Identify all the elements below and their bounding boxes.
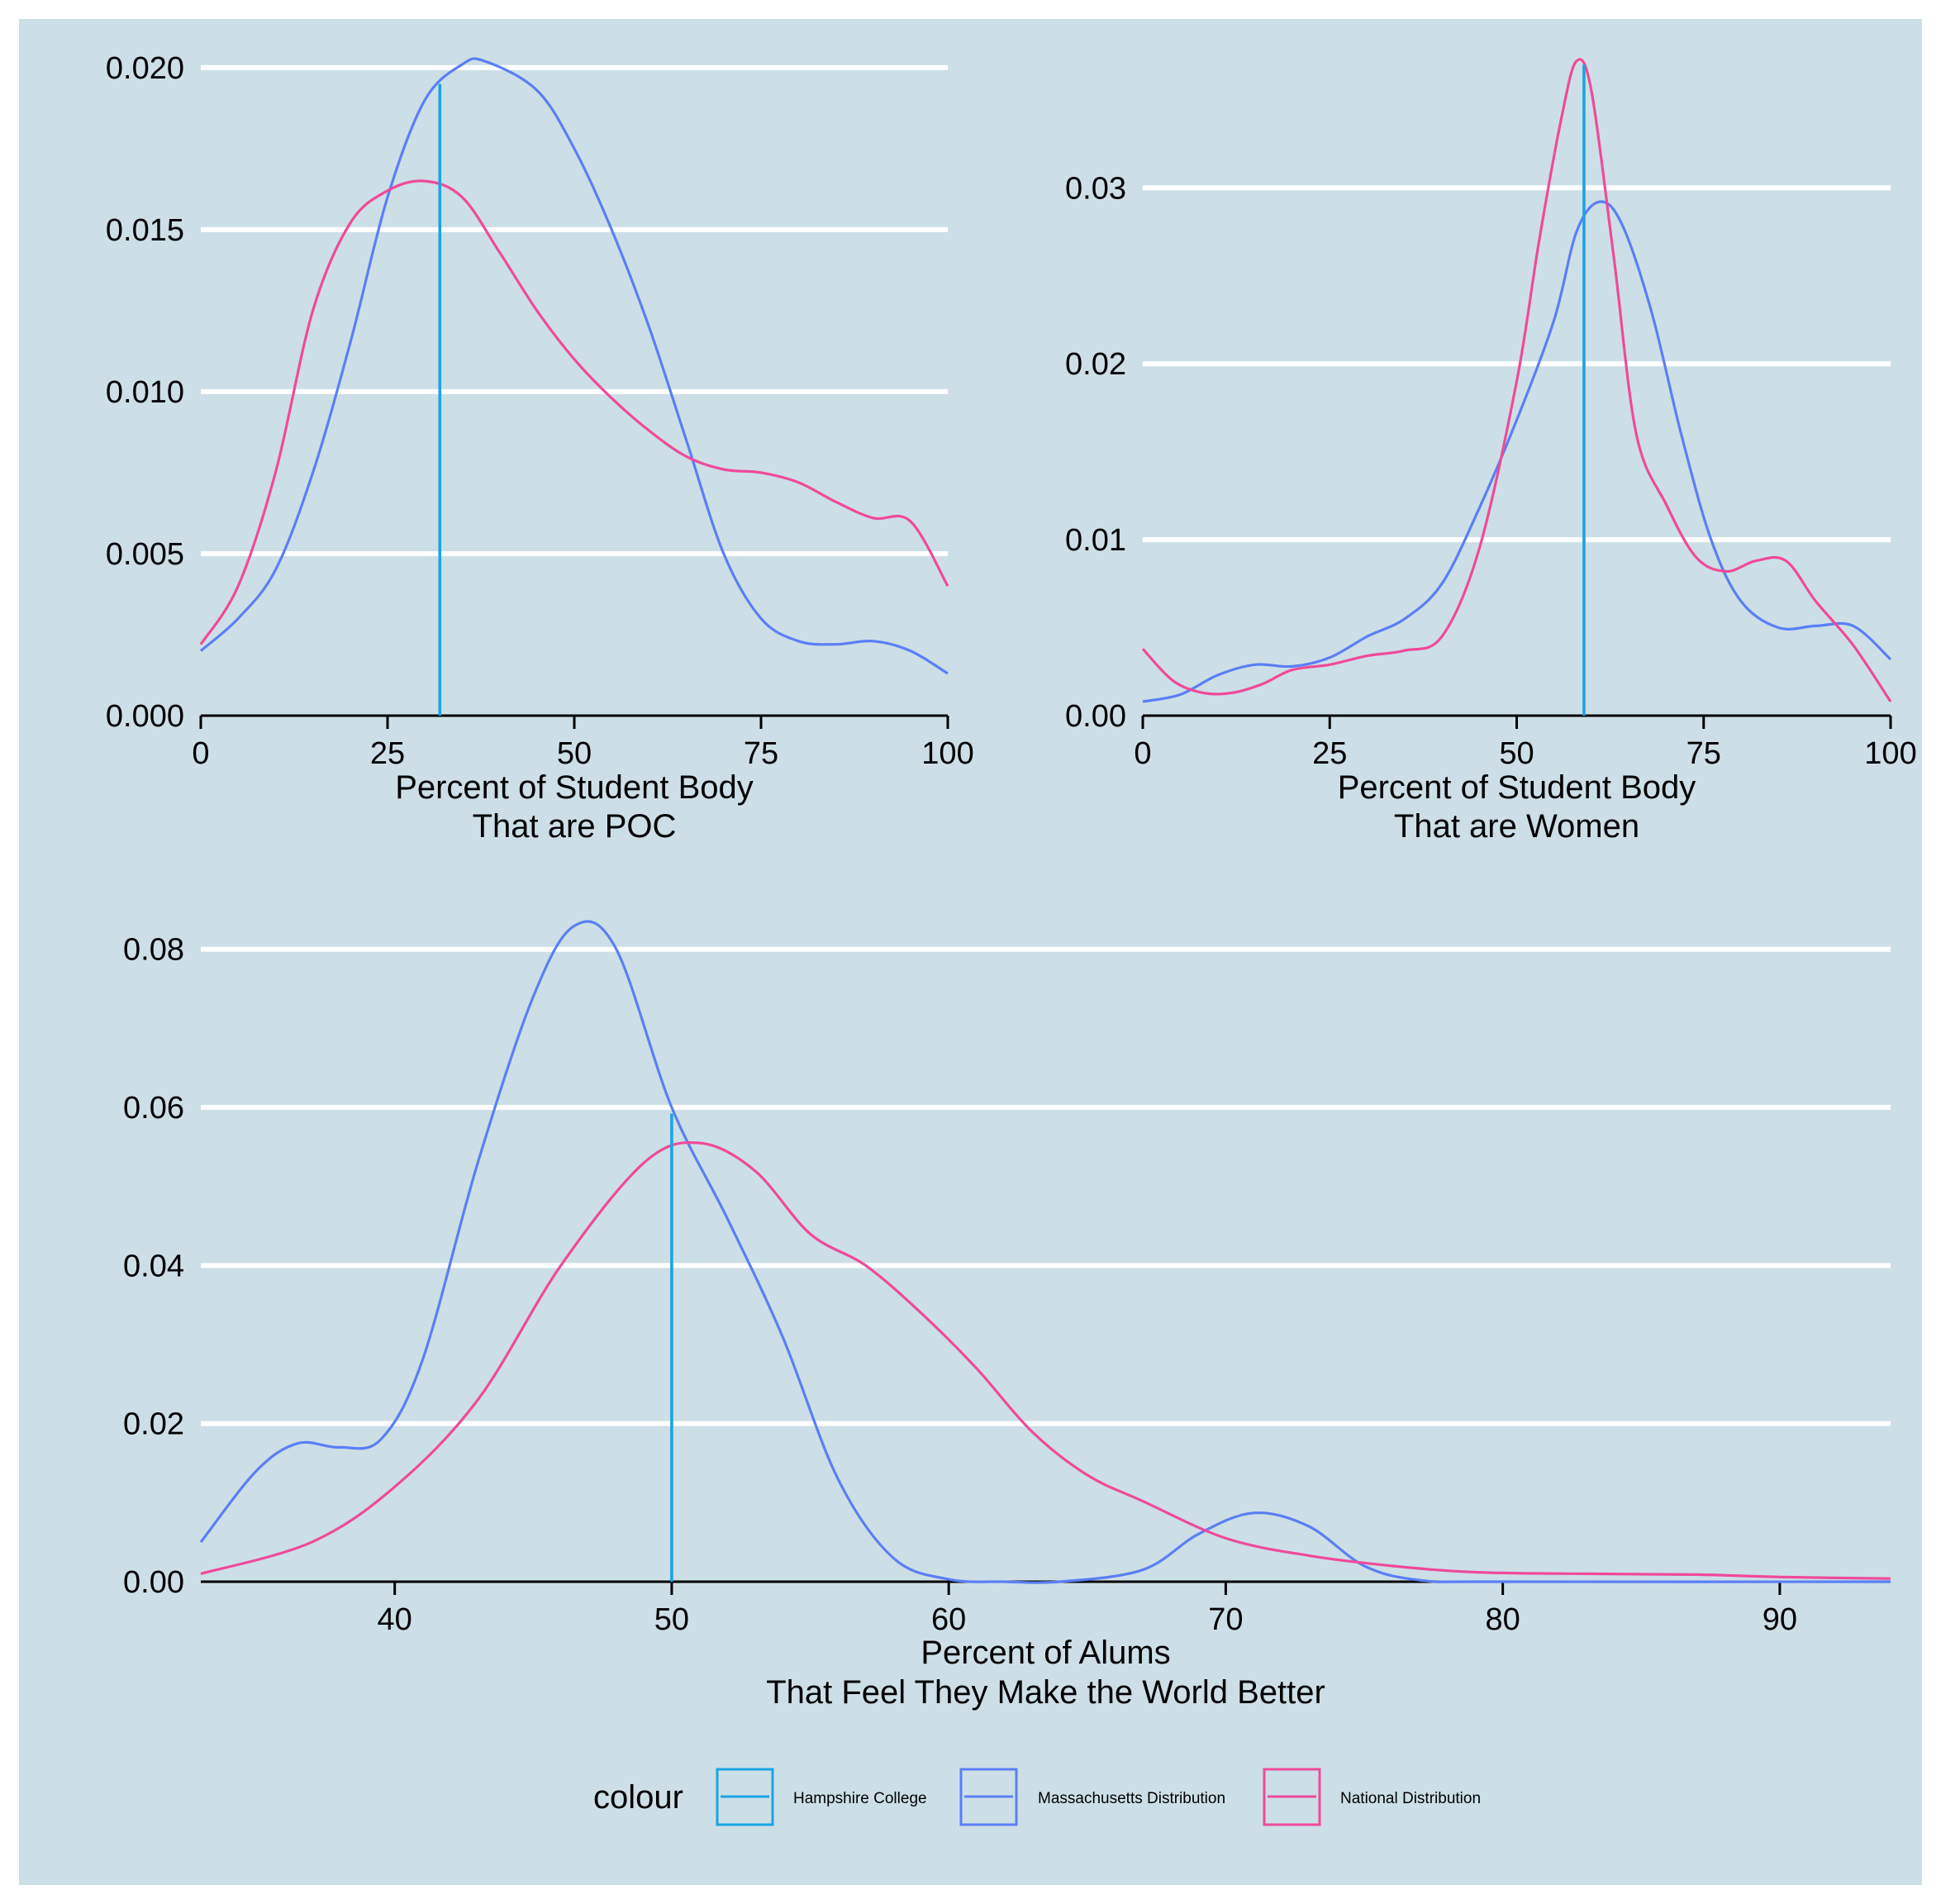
- y-tick-label: 0.01: [1065, 523, 1126, 558]
- y-tick-label: 0.010: [106, 375, 184, 410]
- x-tick-label: 75: [744, 736, 778, 771]
- x-tick-label: 60: [931, 1602, 966, 1637]
- x-tick-label: 90: [1763, 1602, 1797, 1637]
- y-tick-label: 0.005: [106, 537, 184, 572]
- series-national-distribution: [200, 1141, 1891, 1580]
- x-tick-label: 100: [1864, 736, 1916, 771]
- y-tick-label: 0.06: [123, 1091, 184, 1126]
- series-national-distribution: [199, 179, 949, 645]
- legend-item-massachusetts-distribution: Massachusetts Distribution: [959, 1768, 1225, 1826]
- y-tick-label: 0.00: [1065, 699, 1126, 734]
- x-tick-label: 50: [1499, 736, 1534, 771]
- legend-item-hampshire-college: Hampshire College: [716, 1768, 927, 1826]
- legend: colour Hampshire College Massachusetts D…: [593, 1768, 1481, 1826]
- x-axis-title-line: Percent of Alums: [921, 1635, 1170, 1671]
- panel-women: 0.00 0.01 0.02 0.03 0 25 50 75 100 Percent of Stu…: [1065, 58, 1917, 845]
- x-tick-label: 25: [370, 736, 405, 771]
- series-massachusetts-distribution: [199, 57, 949, 675]
- x-axis-title-line: That are POC: [473, 808, 677, 845]
- panel-background: [19, 19, 1922, 1885]
- legend-title: colour: [593, 1779, 683, 1816]
- y-tick-label: 0.000: [106, 699, 184, 734]
- x-tick-label: 25: [1312, 736, 1347, 771]
- legend-key-national-distribution: [1263, 1768, 1321, 1826]
- x-axis-title-line: Percent of Student Body: [395, 769, 754, 806]
- series-massachusetts-distribution: [199, 920, 1891, 1584]
- panel-poc: 0.000 0.005 0.010 0.015 0.020 0 25 50 75 100 Perce…: [106, 51, 974, 845]
- legend-label-national-distribution: National Distribution: [1340, 1790, 1481, 1807]
- x-tick-label: 40: [378, 1602, 412, 1637]
- y-tick-label: 0.020: [106, 51, 184, 86]
- x-axis-title-line: That Feel They Make the World Better: [766, 1674, 1325, 1711]
- y-tick-label: 0.08: [123, 933, 184, 968]
- y-tick-label: 0.02: [1065, 347, 1126, 382]
- y-tick-label: 0.02: [123, 1407, 184, 1442]
- x-tick-label: 0: [1134, 736, 1151, 771]
- legend-key-massachusetts-distribution: [959, 1768, 1018, 1826]
- y-tick-label: 0.04: [123, 1249, 184, 1283]
- y-tick-label: 0.015: [106, 213, 184, 248]
- y-tick-label: 0.03: [1065, 171, 1126, 206]
- x-tick-label: 80: [1486, 1602, 1520, 1637]
- x-tick-label: 75: [1686, 736, 1721, 771]
- x-axis-title-line: That are Women: [1394, 808, 1639, 845]
- legend-label-hampshire-college: Hampshire College: [793, 1790, 927, 1807]
- series-massachusetts-distribution: [1142, 200, 1892, 703]
- legend-item-national-distribution: National Distribution: [1263, 1768, 1481, 1826]
- x-tick-label: 50: [557, 736, 592, 771]
- x-tick-label: 100: [921, 736, 973, 771]
- series-national-distribution: [1141, 58, 1892, 702]
- x-tick-label: 0: [192, 736, 209, 771]
- legend-label-massachusetts-distribution: Massachusetts Distribution: [1038, 1790, 1225, 1807]
- x-tick-label: 50: [654, 1602, 689, 1637]
- x-tick-label: 70: [1208, 1602, 1243, 1637]
- panel-alums: 0.00 0.02 0.04 0.06 0.08 40 50 60 70 80 90 Percent …: [123, 920, 1891, 1711]
- legend-key-hampshire-college: [716, 1768, 774, 1826]
- x-axis-title-line: Percent of Student Body: [1338, 769, 1696, 806]
- y-tick-label: 0.00: [123, 1565, 184, 1600]
